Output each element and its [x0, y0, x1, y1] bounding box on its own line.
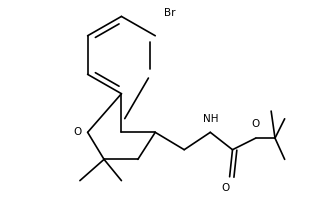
Text: O: O — [251, 119, 260, 129]
Text: Br: Br — [164, 8, 175, 18]
Text: NH: NH — [202, 114, 218, 124]
Text: O: O — [222, 183, 230, 192]
Text: O: O — [74, 127, 82, 137]
